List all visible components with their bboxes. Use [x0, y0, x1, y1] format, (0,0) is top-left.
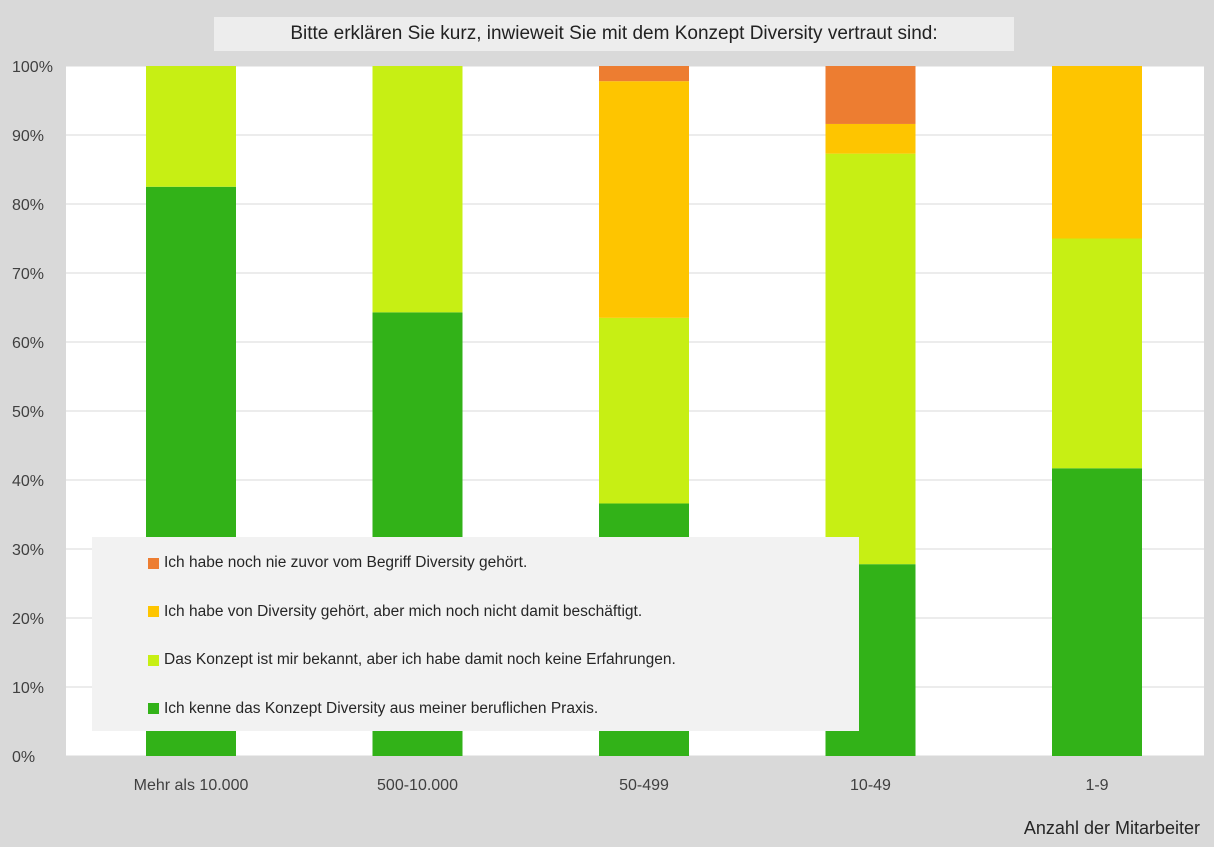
- bar-segment: [1052, 468, 1142, 756]
- x-tick-label: 1-9: [1085, 777, 1108, 794]
- x-axis: Mehr als 10.000 500-10.000 50-499 10-49 1-9: [134, 777, 1109, 794]
- bar-segment: [1052, 66, 1142, 239]
- bar-segment: [825, 66, 916, 124]
- x-axis-title: Anzahl der Mitarbeiter: [1023, 818, 1200, 838]
- chart-title: Bitte erklären Sie kurz, inwieweit Sie m…: [290, 23, 938, 44]
- legend-label: Ich habe von Diversity gehört, aber mich…: [164, 602, 643, 620]
- bar-segment: [1052, 238, 1142, 469]
- bar-segment: [825, 153, 916, 565]
- legend-item: Ich habe von Diversity gehört, aber mich…: [148, 600, 642, 624]
- chart-title-box: Bitte erklären Sie kurz, inwieweit Sie m…: [214, 17, 1014, 51]
- y-tick-label: 40%: [12, 473, 44, 490]
- x-tick-label: 10-49: [850, 777, 891, 794]
- x-tick-label: Mehr als 10.000: [134, 777, 249, 794]
- y-tick-label: 80%: [12, 197, 44, 214]
- y-tick-label: 50%: [12, 404, 44, 421]
- legend: Ich habe noch nie zuvor vom Begriff Dive…: [92, 537, 859, 731]
- x-tick-label: 500-10.000: [377, 777, 458, 794]
- y-tick-label: 60%: [12, 335, 44, 352]
- bar-segment: [372, 66, 463, 313]
- y-tick-label: 100%: [12, 59, 53, 76]
- y-tick-label: 0%: [12, 749, 35, 766]
- bar-segment: [825, 123, 916, 154]
- legend-swatch: [148, 703, 159, 714]
- y-tick-label: 10%: [12, 680, 44, 697]
- y-tick-label: 90%: [12, 128, 44, 145]
- bar-segment: [599, 317, 689, 504]
- y-tick-label: 30%: [12, 542, 44, 559]
- bar-segment: [599, 66, 689, 82]
- legend-item: Ich habe noch nie zuvor vom Begriff Dive…: [148, 551, 527, 575]
- x-tick-label: 50-499: [619, 777, 669, 794]
- bar-segment: [599, 81, 689, 318]
- legend-label: Das Konzept ist mir bekannt, aber ich ha…: [164, 651, 676, 668]
- legend-label: Ich kenne das Konzept Diversity aus mein…: [164, 699, 599, 717]
- y-tick-label: 70%: [12, 266, 44, 283]
- legend-item: Ich kenne das Konzept Diversity aus mein…: [148, 697, 598, 721]
- legend-swatch: [148, 557, 159, 569]
- legend-swatch: [148, 654, 159, 666]
- legend-label: Ich habe noch nie zuvor vom Begriff Dive…: [164, 554, 528, 571]
- y-tick-label: 20%: [12, 611, 44, 628]
- y-axis: 0% 10% 20% 30% 40% 50% 60% 70% 80% 90% 100%: [12, 59, 53, 766]
- legend-swatch: [148, 606, 159, 617]
- bar-segment: [146, 66, 236, 187]
- legend-item: Das Konzept ist mir bekannt, aber ich ha…: [148, 648, 676, 672]
